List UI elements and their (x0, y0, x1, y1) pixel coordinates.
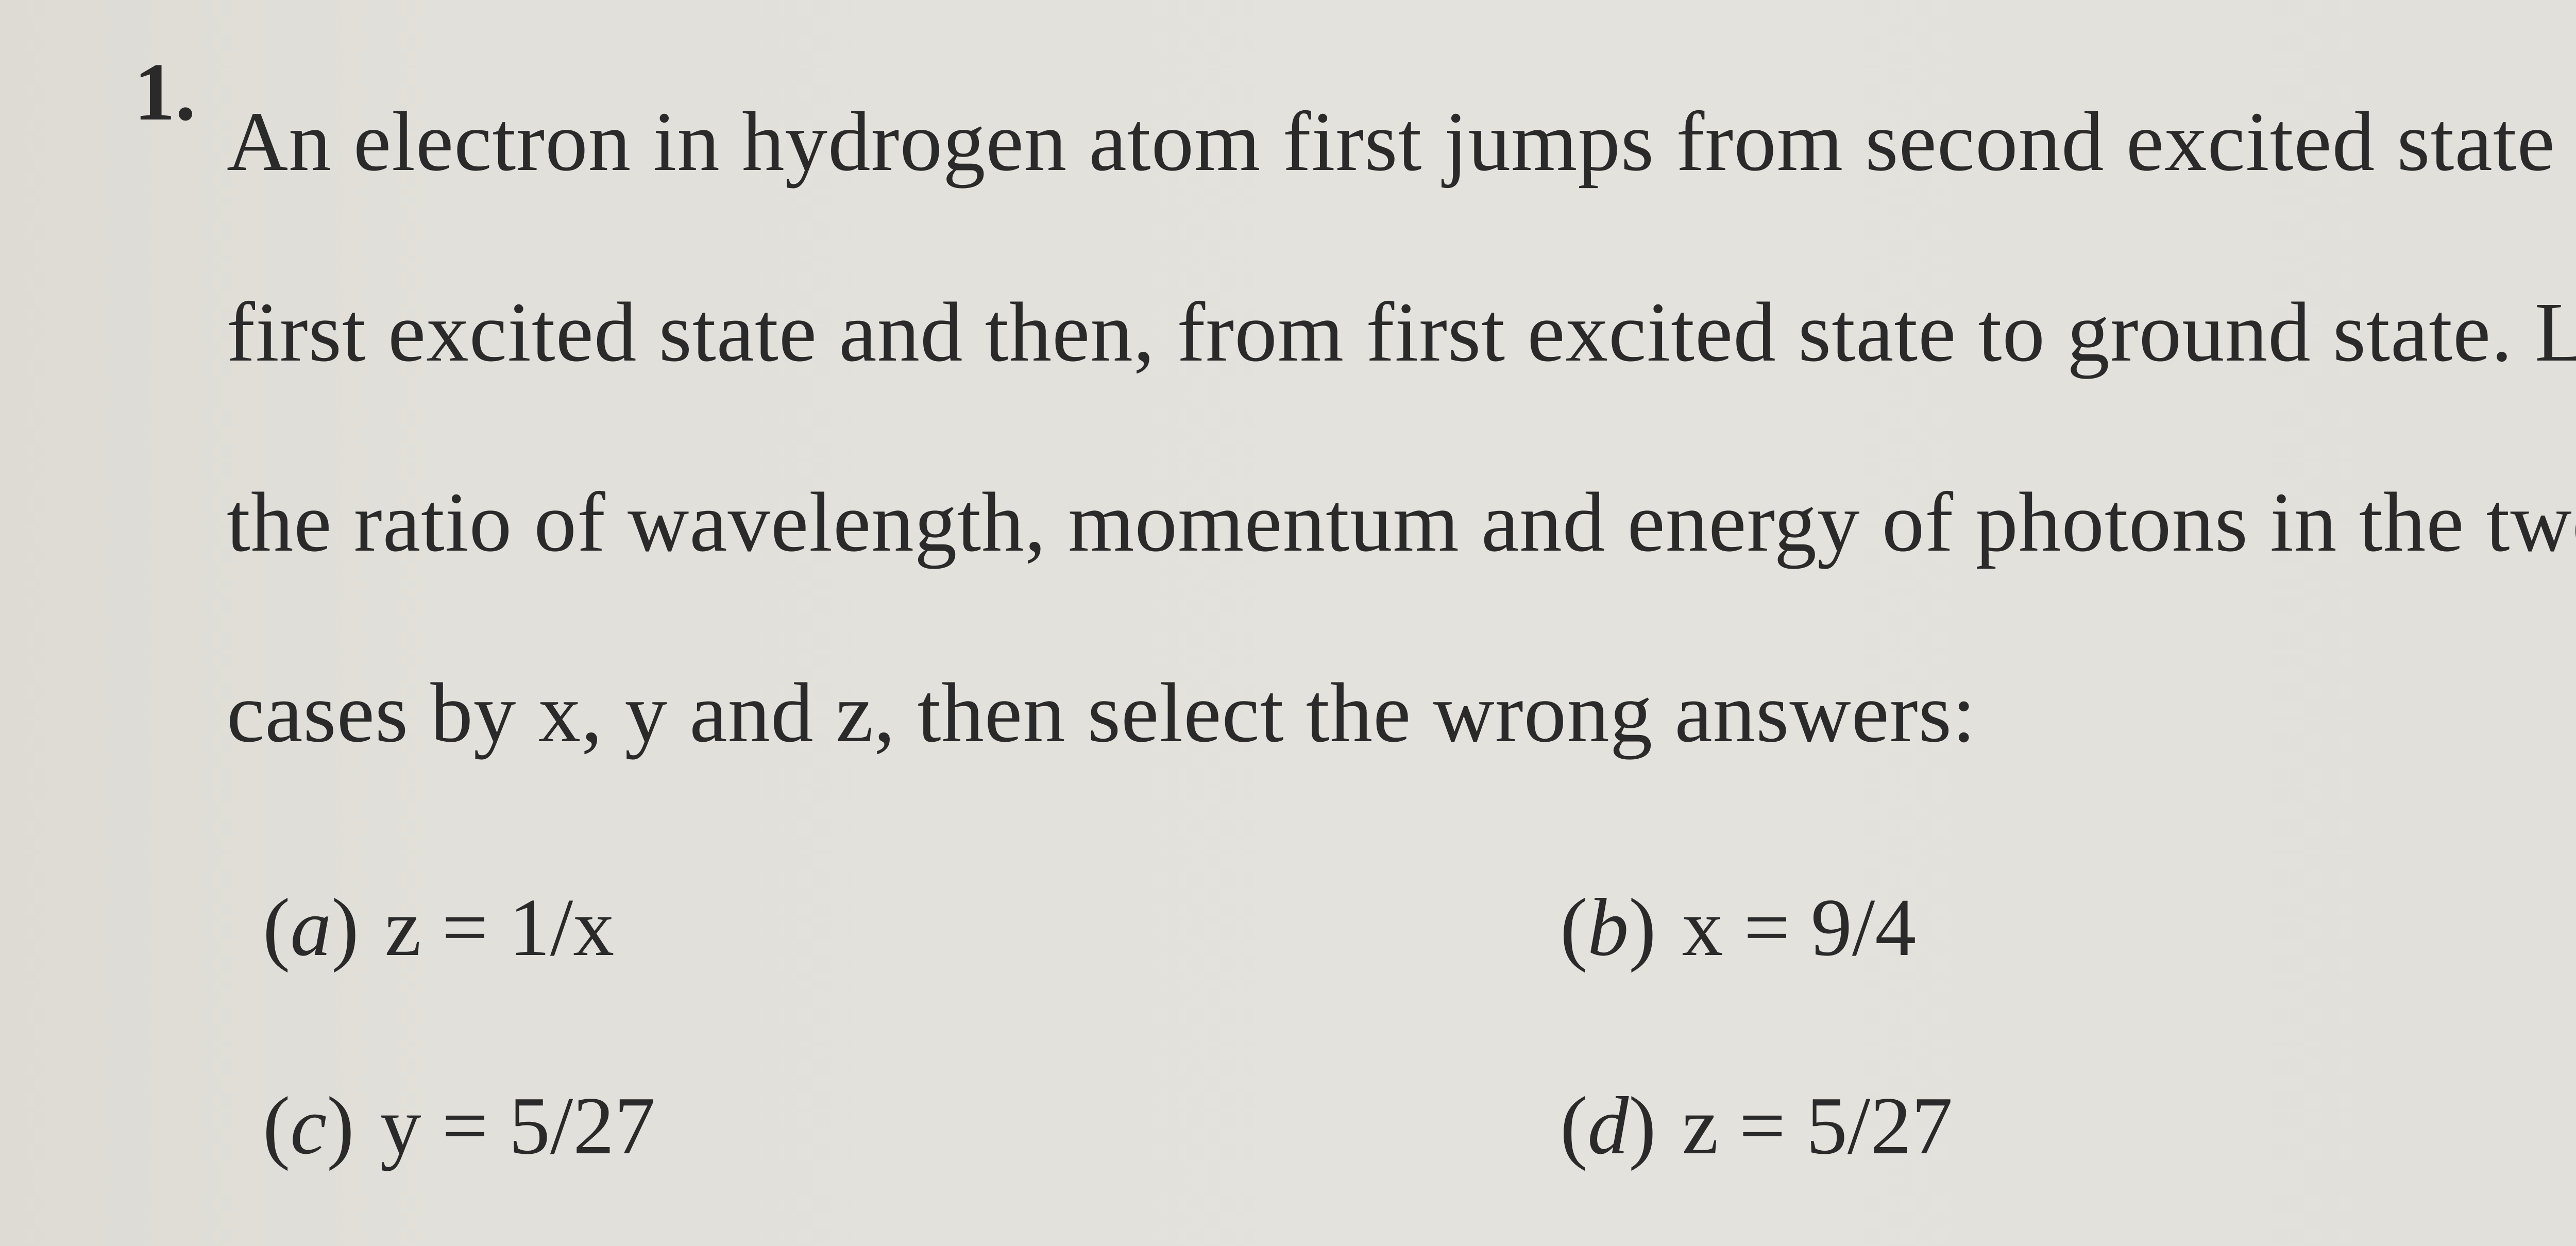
question-stem: An electron in hydrogen atom first jumps… (227, 46, 2576, 808)
option-b: (b) x = 9/4 (1560, 880, 2576, 975)
question-number: 1. (108, 46, 227, 137)
option-a-label: (a) (263, 880, 359, 975)
option-a-text: z = 1/x (385, 880, 615, 975)
page: 1. An electron in hydrogen atom first ju… (0, 0, 2576, 1246)
option-a: (a) z = 1/x (263, 880, 1457, 975)
option-c-text: y = 5/27 (380, 1078, 656, 1173)
stem-row: 1. An electron in hydrogen atom first ju… (108, 46, 2576, 808)
option-d-text: z = 5/27 (1682, 1078, 1953, 1173)
option-c-label: (c) (263, 1078, 354, 1173)
question-block: 1. An electron in hydrogen atom first ju… (108, 46, 2576, 1173)
option-d-label: (d) (1560, 1078, 1656, 1173)
option-c: (c) y = 5/27 (263, 1078, 1457, 1173)
option-d: (d) z = 5/27 (1560, 1078, 2576, 1173)
options-grid: (a) z = 1/x (b) x = 9/4 (c) y = 5/27 (d)… (263, 880, 2576, 1173)
option-b-label: (b) (1560, 880, 1656, 975)
option-b-text: x = 9/4 (1682, 880, 1917, 975)
